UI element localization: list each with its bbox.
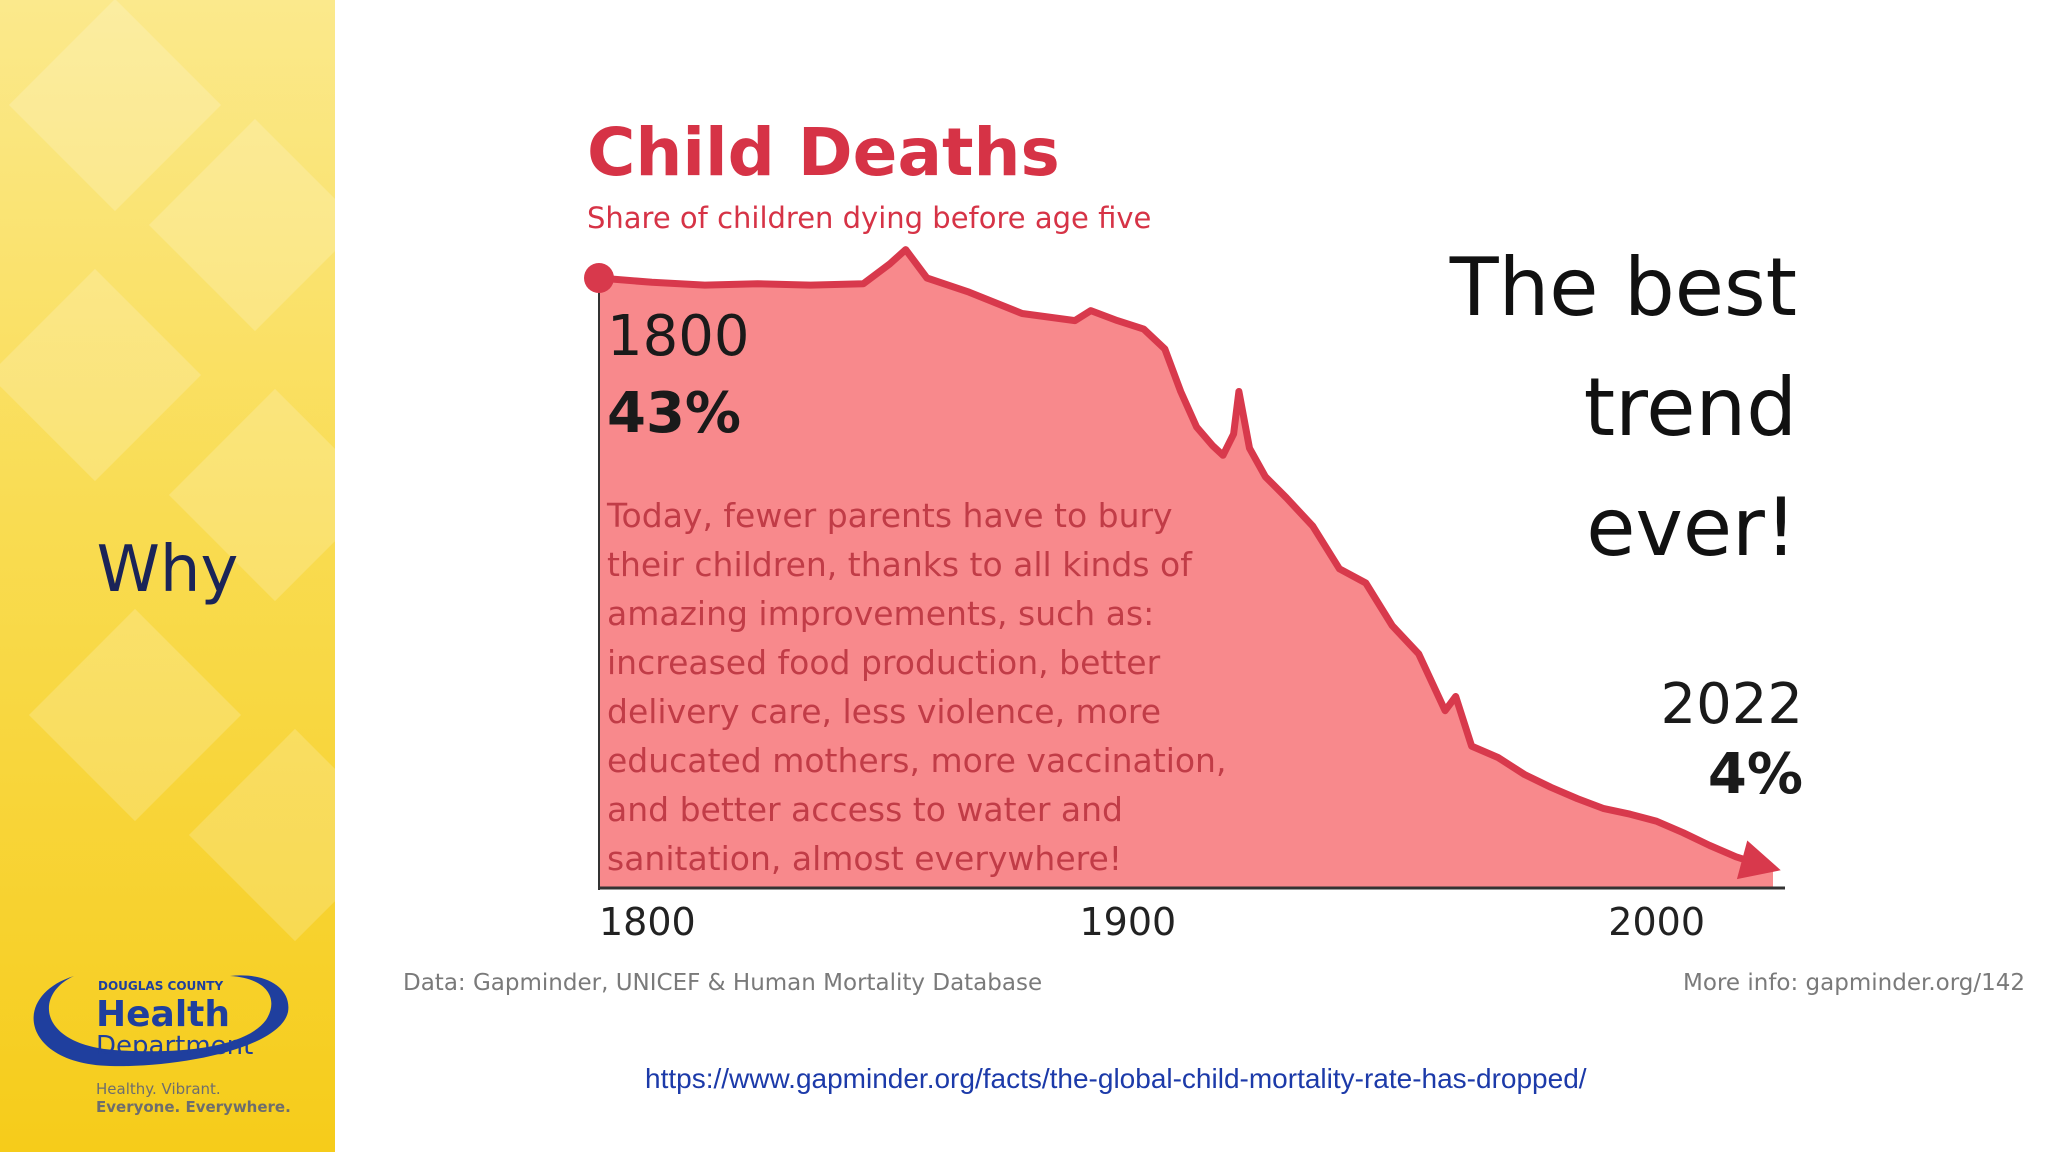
series-line-child-deaths [595, 246, 1777, 872]
body-text-line: Today, fewer parents have to bury [606, 496, 1173, 535]
decor-tile [8, 0, 222, 212]
chart-body-text: Today, fewer parents have to bury their … [606, 496, 1226, 878]
callout-line: ever! [1586, 481, 1797, 574]
logo-health: Health [96, 994, 230, 1035]
end-year-label: 2022 [1660, 672, 1803, 737]
x-tick-label: 1800 [599, 900, 696, 944]
slide-title: Why [96, 533, 239, 607]
logo-tagline-1: Healthy. Vibrant. [96, 1080, 221, 1098]
body-text-line: and better access to water and [607, 790, 1123, 829]
decor-tile [148, 118, 335, 332]
callout-line: The best [1449, 241, 1797, 334]
chart-area [599, 249, 1773, 889]
body-text-line: increased food production, better [607, 643, 1161, 682]
callout-text: The best trend ever! [1449, 241, 1797, 574]
logo-swoosh [33, 975, 289, 1067]
child-deaths-chart: 1800 1900 2000 Child Deaths Share of child… [403, 114, 2025, 996]
body-text-line: sanitation, almost everywhere! [607, 839, 1122, 878]
body-text-line: delivery care, less violence, more [607, 692, 1161, 731]
x-axis-ticks: 1800 1900 2000 [599, 900, 1705, 944]
source-right: More info: gapminder.org/142 [1683, 970, 2025, 996]
callout-line: trend [1584, 361, 1797, 454]
start-value-label: 43% [607, 381, 741, 446]
end-value-label: 4% [1708, 742, 1803, 807]
source-left: Data: Gapminder, UNICEF & Human Mortalit… [403, 970, 1042, 996]
logo-tagline-2: Everyone. Everywhere. [96, 1098, 291, 1116]
logo-department: Department [96, 1031, 253, 1061]
sidebar-panel: Why DOUGLAS COUNTY Health Department Hea… [0, 0, 335, 1152]
start-marker [584, 263, 614, 293]
x-tick-label: 2000 [1608, 900, 1705, 944]
decor-tile [0, 268, 202, 482]
chart-subtitle: Share of children dying before age five [587, 201, 1151, 235]
health-department-logo: DOUGLAS COUNTY Health Department Healthy… [33, 975, 291, 1116]
decor-tile [188, 728, 335, 942]
logo-county: DOUGLAS COUNTY [98, 979, 223, 993]
body-text-line: educated mothers, more vaccination, [607, 741, 1226, 780]
x-tick-label: 1900 [1079, 900, 1176, 944]
end-arrow-marker [1736, 840, 1781, 880]
body-text-line: their children, thanks to all kinds of [607, 545, 1193, 584]
source-link[interactable]: https://www.gapminder.org/facts/the-glob… [645, 1063, 1587, 1094]
chart-title: Child Deaths [587, 114, 1060, 191]
body-text-line: amazing improvements, such as: [607, 594, 1154, 633]
start-year-label: 1800 [607, 304, 750, 369]
decor-tile [28, 608, 242, 822]
